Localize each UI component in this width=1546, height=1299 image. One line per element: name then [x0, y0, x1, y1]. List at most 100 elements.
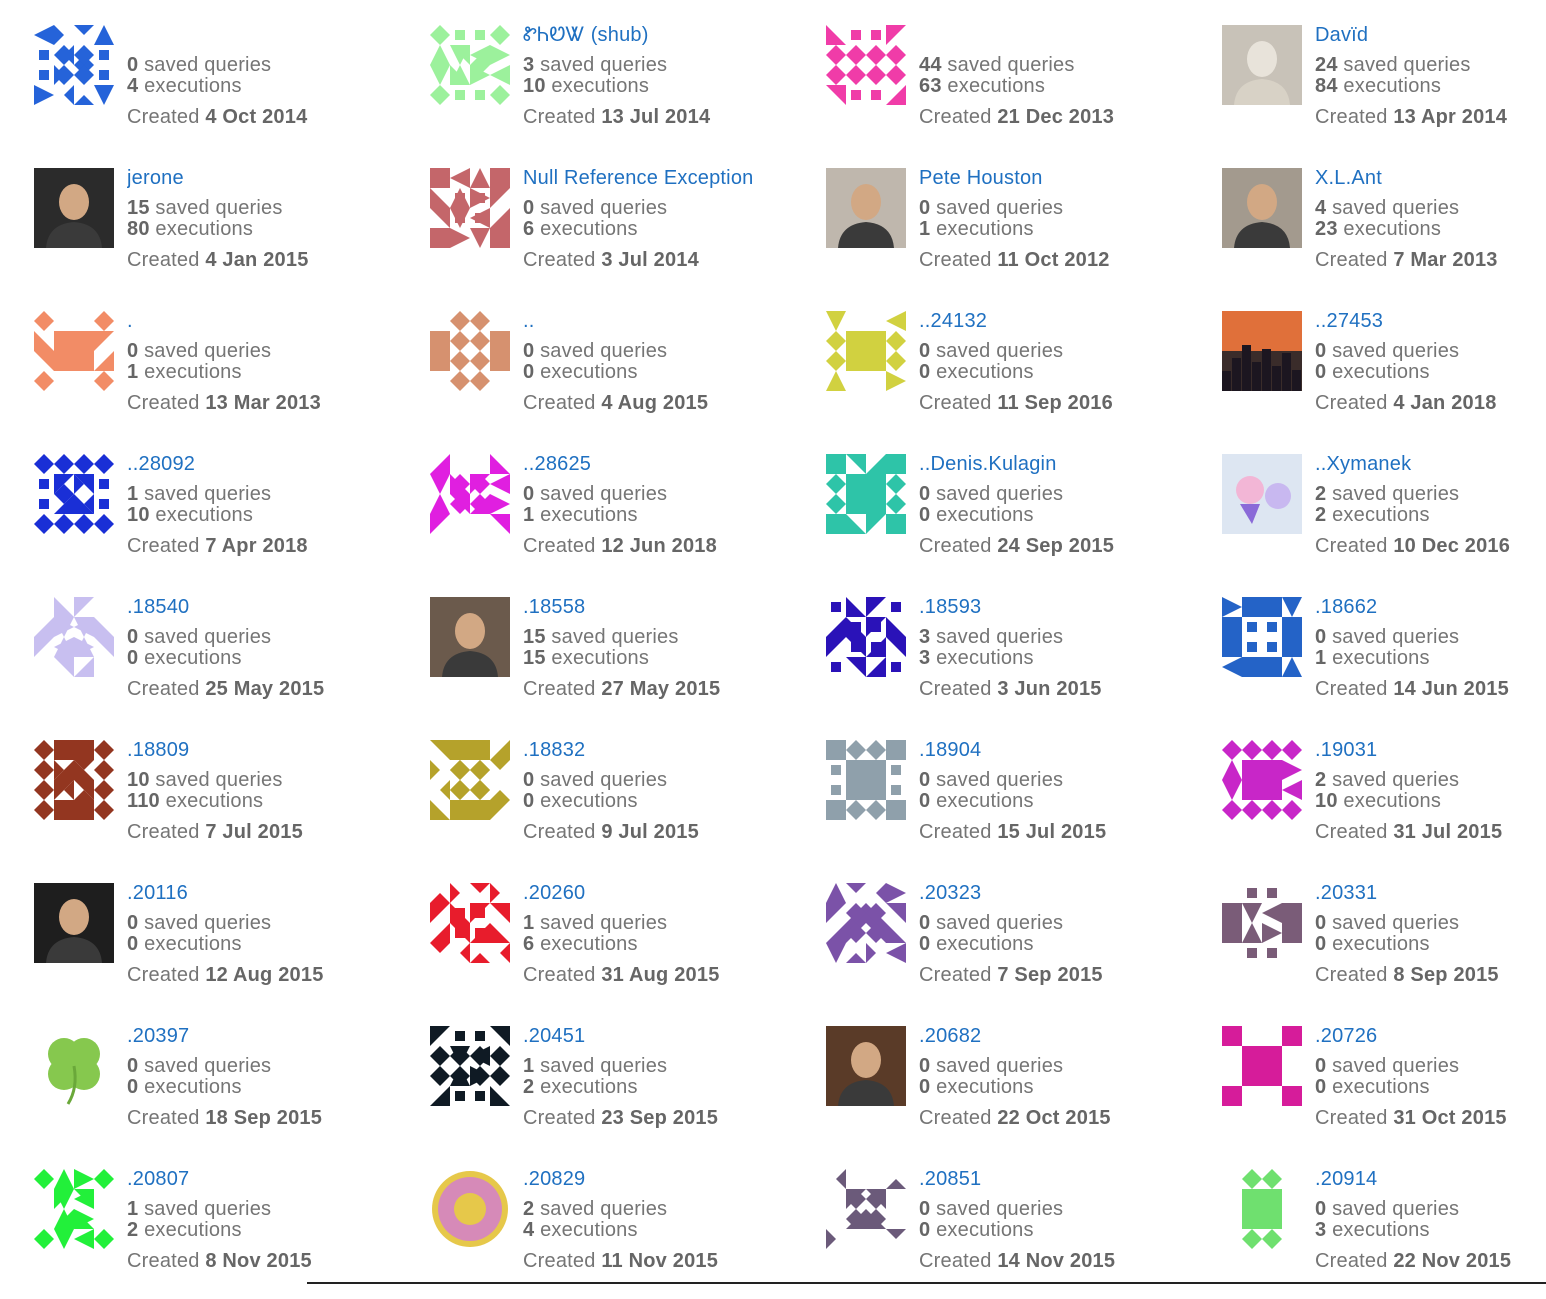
user-name-link[interactable]: Null Reference Exception [523, 168, 754, 189]
user-name-link[interactable] [127, 25, 412, 48]
executions-count: 4 [523, 1219, 535, 1241]
user-avatar-photo[interactable] [1222, 168, 1302, 248]
user-name-link[interactable]: .20914 [1315, 1169, 1378, 1190]
user-name-link[interactable]: .20682 [919, 1026, 982, 1047]
user-name-link[interactable]: .20726 [1315, 1026, 1378, 1047]
user-avatar-identicon[interactable] [430, 311, 510, 391]
user-info: .20726 0 saved queries 0 executions Created… [1315, 1026, 1546, 1129]
user-avatar-photo[interactable] [826, 168, 906, 248]
created-label: Created [523, 678, 596, 700]
user-card: .18540 0 saved queries 0 executions Created… [34, 597, 414, 727]
user-name-link[interactable]: Davïd [1315, 25, 1369, 46]
user-name-link[interactable]: .19031 [1315, 740, 1378, 761]
executions-label: executions [936, 933, 1034, 955]
user-avatar-identicon[interactable] [826, 1169, 906, 1249]
user-name-link[interactable]: ..Denis.Kulagin [919, 454, 1057, 475]
created-date-value: 4 Aug 2015 [601, 392, 709, 414]
user-name-link[interactable]: .20829 [523, 1169, 586, 1190]
user-name-link[interactable]: ..28092 [127, 454, 196, 475]
user-name-link[interactable]: .18558 [523, 597, 586, 618]
user-name-link[interactable]: .. [523, 311, 535, 332]
user-avatar-identicon[interactable] [1222, 1169, 1302, 1249]
user-avatar-identicon[interactable] [1222, 1026, 1302, 1106]
user-avatar-identicon[interactable] [826, 25, 906, 105]
user-avatar-identicon[interactable] [826, 311, 906, 391]
user-avatar-identicon[interactable] [1222, 597, 1302, 677]
created-label: Created [919, 821, 992, 843]
created-date: Created 9 Jul 2015 [523, 822, 808, 843]
created-date: Created 13 Apr 2014 [1315, 107, 1546, 128]
executions-stat: 4 executions [127, 76, 412, 97]
user-avatar-photo[interactable] [1222, 25, 1302, 105]
executions-label: executions [936, 1076, 1034, 1098]
executions-stat: 0 executions [919, 791, 1204, 812]
user-avatar-identicon[interactable] [430, 883, 510, 963]
created-label: Created [919, 964, 992, 986]
user-name-link[interactable]: jerone [127, 168, 184, 189]
user-avatar-identicon[interactable] [430, 740, 510, 820]
user-avatar-identicon[interactable] [34, 454, 114, 534]
user-name-link[interactable]: .20260 [523, 883, 586, 904]
user-name-link[interactable]: . [127, 311, 133, 332]
user-avatar-identicon[interactable] [826, 597, 906, 677]
user-info: .. 0 saved queries 0 executions Created 4 A… [523, 311, 808, 414]
user-name-link[interactable]: .18540 [127, 597, 190, 618]
user-avatar-identicon[interactable] [34, 1169, 114, 1249]
user-avatar-identicon[interactable] [430, 454, 510, 534]
created-date: Created 7 Jul 2015 [127, 822, 412, 843]
user-avatar-identicon[interactable] [34, 740, 114, 820]
user-avatar-identicon[interactable] [34, 311, 114, 391]
user-avatar-photo[interactable] [1222, 311, 1302, 391]
user-name-link[interactable]: .20331 [1315, 883, 1378, 904]
saved-queries-label: saved queries [144, 483, 272, 505]
user-name-link[interactable]: .18832 [523, 740, 586, 761]
saved-queries-label: saved queries [540, 483, 668, 505]
saved-queries-count: 0 [919, 197, 931, 219]
user-name-link[interactable]: .20451 [523, 1026, 586, 1047]
user-name-link[interactable]: .20807 [127, 1169, 190, 1190]
user-avatar-identicon[interactable] [430, 168, 510, 248]
user-avatar-photo[interactable] [430, 597, 510, 677]
user-avatar-identicon[interactable] [34, 597, 114, 677]
user-name-link[interactable]: X.L.Ant [1315, 168, 1382, 189]
user-name-link[interactable]: .18662 [1315, 597, 1378, 618]
user-name-link[interactable]: ..28625 [523, 454, 592, 475]
user-name-link[interactable]: .18904 [919, 740, 982, 761]
user-name-link[interactable]: .20397 [127, 1026, 190, 1047]
user-avatar-photo[interactable] [34, 168, 114, 248]
saved-queries-label: saved queries [540, 1198, 668, 1220]
user-name-link[interactable]: ᏑᏂᏬᏔ (shub) [523, 25, 649, 46]
user-card: .20116 0 saved queries 0 executions Created… [34, 883, 414, 1013]
user-name-link[interactable]: .20116 [127, 883, 188, 904]
user-avatar-photo[interactable] [1222, 454, 1302, 534]
created-label: Created [523, 106, 596, 128]
user-avatar-identicon[interactable] [1222, 740, 1302, 820]
user-name-link[interactable]: ..27453 [1315, 311, 1384, 332]
created-date-value: 31 Jul 2015 [1393, 821, 1503, 843]
user-avatar-photo[interactable] [34, 1026, 114, 1106]
user-avatar-identicon[interactable] [34, 25, 114, 105]
user-avatar-photo[interactable] [430, 1169, 510, 1249]
user-name-link[interactable]: ..24132 [919, 311, 988, 332]
user-name-link[interactable]: .18809 [127, 740, 190, 761]
user-info: 0 saved queries 4 executions Created 4 Oct… [127, 25, 412, 128]
saved-queries-stat: 0 saved queries [127, 913, 412, 934]
executions-stat: 1 executions [919, 219, 1204, 240]
user-avatar-identicon[interactable] [826, 454, 906, 534]
saved-queries-label: saved queries [936, 769, 1064, 791]
user-name-link[interactable]: Pete Houston [919, 168, 1043, 189]
user-avatar-identicon[interactable] [826, 883, 906, 963]
user-name-link[interactable]: ..Xymanek [1315, 454, 1412, 475]
executions-label: executions [540, 1219, 638, 1241]
user-name-link[interactable]: .20851 [919, 1169, 982, 1190]
user-avatar-photo[interactable] [826, 1026, 906, 1106]
user-avatar-identicon[interactable] [430, 25, 510, 105]
user-name-link[interactable]: .18593 [919, 597, 982, 618]
user-name-link[interactable] [919, 25, 1204, 48]
user-name-link[interactable]: .20323 [919, 883, 982, 904]
user-avatar-photo[interactable] [34, 883, 114, 963]
user-avatar-identicon[interactable] [430, 1026, 510, 1106]
user-avatar-identicon[interactable] [826, 740, 906, 820]
saved-queries-count: 0 [127, 626, 139, 648]
user-avatar-identicon[interactable] [1222, 883, 1302, 963]
